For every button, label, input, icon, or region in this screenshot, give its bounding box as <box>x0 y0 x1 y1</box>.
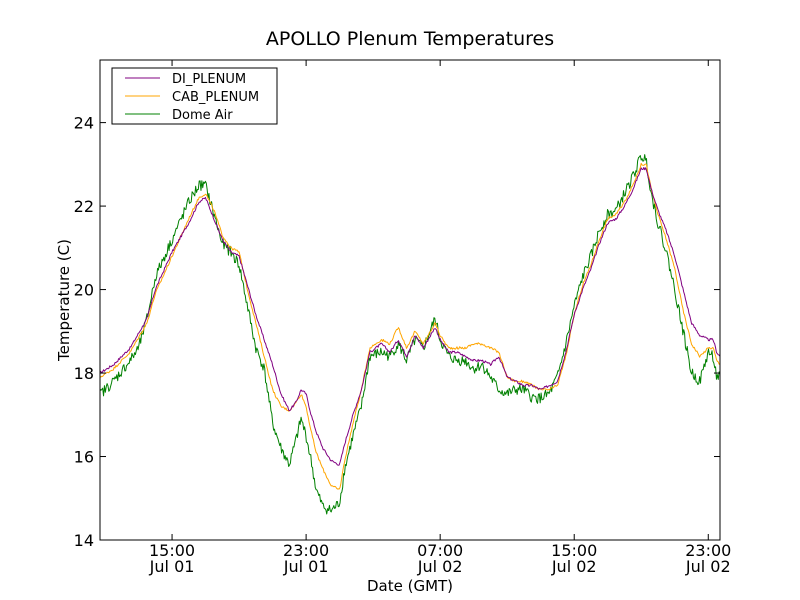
x-axis-label: Date (GMT) <box>367 577 453 595</box>
x-tick-label-date: Jul 01 <box>283 557 329 576</box>
x-tick-label-date: Jul 02 <box>417 557 463 576</box>
x-tick-label-date: Jul 02 <box>685 557 731 576</box>
plot-frame <box>99 59 721 541</box>
chart-title: APOLLO Plenum Temperatures <box>266 28 554 50</box>
legend-label: Dome Air <box>172 108 233 123</box>
y-tick-label: 22 <box>74 197 94 216</box>
y-tick-label: 20 <box>74 281 94 300</box>
y-tick-label: 14 <box>74 531 94 550</box>
x-tick-label-time: 15:00 <box>551 541 597 560</box>
x-tick-label-date: Jul 02 <box>551 557 597 576</box>
y-tick-label: 16 <box>74 448 94 467</box>
y-tick-label: 24 <box>74 114 94 133</box>
x-tick-label-time: 15:00 <box>149 541 195 560</box>
series-line-di-plenum <box>100 166 720 466</box>
x-tick-label-date: Jul 01 <box>149 557 195 576</box>
x-tick-label-time: 23:00 <box>283 541 329 560</box>
y-axis-label: Temperature (C) <box>55 239 73 362</box>
legend-label: DI_PLENUM <box>172 72 246 87</box>
legend: DI_PLENUM CAB_PLENUM Dome Air <box>111 67 278 125</box>
series-layer <box>100 154 720 515</box>
series-line-cab-plenum <box>100 162 720 490</box>
series-line-dome-air <box>100 154 720 515</box>
legend-label: CAB_PLENUM <box>172 90 259 105</box>
y-tick-label: 18 <box>74 364 94 383</box>
x-tick-label-time: 07:00 <box>417 541 463 560</box>
x-tick-label-time: 23:00 <box>685 541 731 560</box>
